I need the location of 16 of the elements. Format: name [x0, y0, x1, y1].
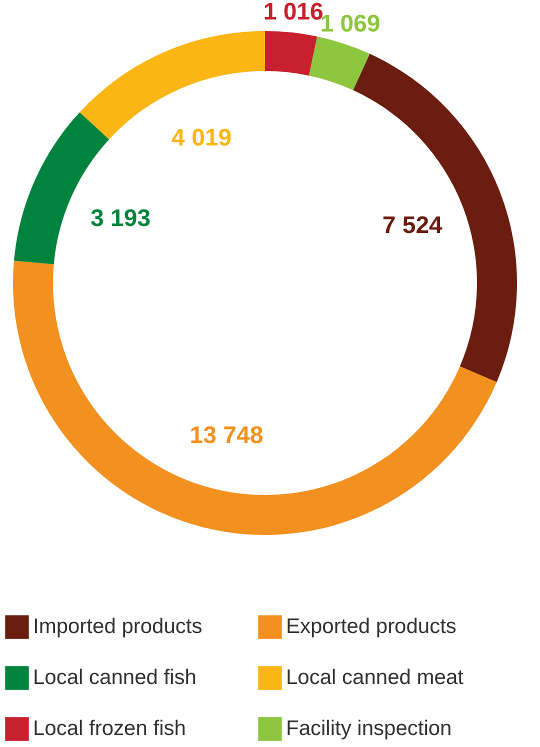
donut-slice [265, 31, 318, 76]
donut-slice [13, 260, 497, 535]
data-label: 3 193 [90, 205, 151, 232]
legend-label: Local canned meat [286, 666, 464, 689]
donut-slice [353, 54, 517, 382]
legend-label: Exported products [286, 615, 456, 638]
data-label: 4 019 [172, 124, 232, 152]
legend-label: Local frozen fish [33, 717, 186, 740]
legend-label: Imported products [33, 615, 202, 638]
data-label: 1 016 [263, 0, 324, 26]
donut-slice [308, 36, 370, 90]
data-label: 13 748 [190, 422, 264, 450]
donut-slice [14, 112, 110, 264]
data-label: 7 524 [382, 212, 444, 240]
legend-label: Facility inspection [286, 717, 452, 740]
legend-label: Local canned fish [33, 666, 196, 689]
